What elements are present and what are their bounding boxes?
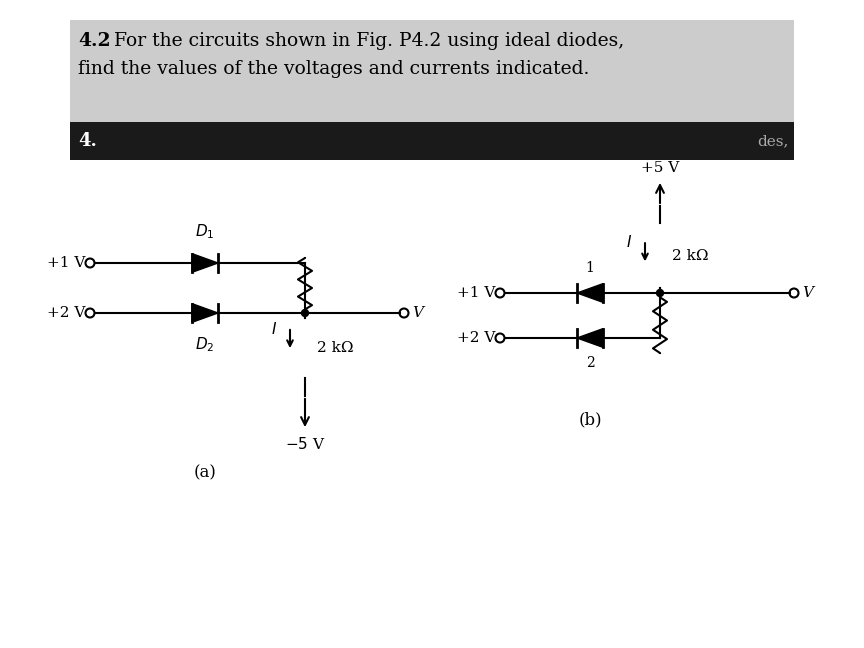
Text: +1 V: +1 V bbox=[457, 286, 495, 300]
Text: $I$: $I$ bbox=[271, 321, 277, 337]
Text: V: V bbox=[802, 286, 813, 300]
Text: $I$: $I$ bbox=[626, 234, 632, 250]
Text: 2 kΩ: 2 kΩ bbox=[672, 248, 708, 262]
Text: $-5$ V: $-5$ V bbox=[285, 436, 325, 452]
Bar bbox=[70, 20, 794, 160]
Text: find the values of the voltages and currents indicated.: find the values of the voltages and curr… bbox=[78, 60, 589, 78]
Polygon shape bbox=[577, 284, 603, 303]
Text: +2 V: +2 V bbox=[457, 331, 495, 345]
Circle shape bbox=[302, 310, 308, 316]
Text: 2: 2 bbox=[586, 356, 594, 370]
Text: des,: des, bbox=[758, 134, 789, 148]
Text: V: V bbox=[412, 306, 423, 320]
Polygon shape bbox=[192, 304, 218, 322]
Text: 2 kΩ: 2 kΩ bbox=[317, 341, 353, 355]
Polygon shape bbox=[577, 329, 603, 347]
Text: (b): (b) bbox=[578, 411, 602, 428]
Text: $D_2$: $D_2$ bbox=[195, 335, 215, 354]
Bar bbox=[70, 122, 794, 160]
Circle shape bbox=[657, 290, 664, 297]
Text: +5 V: +5 V bbox=[641, 161, 679, 175]
Text: +2 V: +2 V bbox=[47, 306, 85, 320]
Text: $D_1$: $D_1$ bbox=[195, 222, 215, 241]
Polygon shape bbox=[192, 253, 218, 272]
Text: 4.2: 4.2 bbox=[78, 32, 111, 50]
Text: +1 V: +1 V bbox=[47, 256, 85, 270]
Text: 1: 1 bbox=[586, 261, 594, 275]
Text: For the circuits shown in Fig. P4.2 using ideal diodes,: For the circuits shown in Fig. P4.2 usin… bbox=[114, 32, 625, 50]
Text: 4.: 4. bbox=[78, 132, 97, 150]
Text: (a): (a) bbox=[194, 465, 217, 481]
